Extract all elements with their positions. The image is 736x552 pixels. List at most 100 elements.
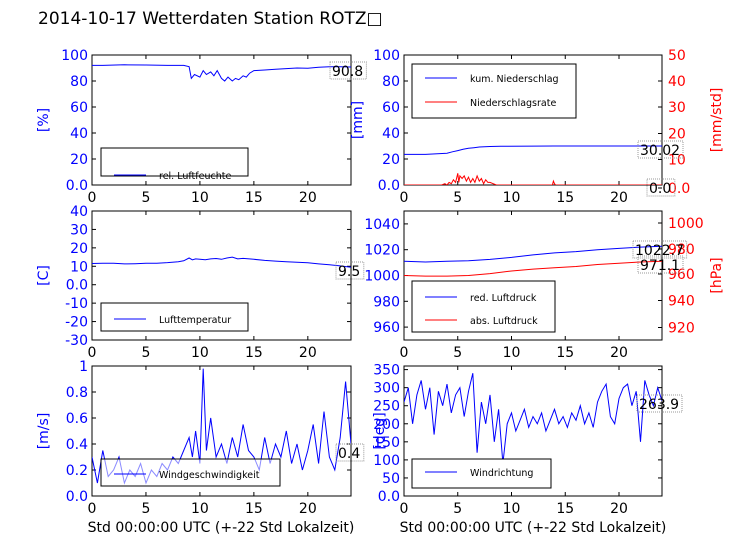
x-tick-label: 20 xyxy=(610,190,628,206)
y-right-tick-label: 10 xyxy=(668,153,686,169)
x-tick-label: 0 xyxy=(88,345,97,361)
x-tick-label: 5 xyxy=(453,501,462,517)
x-tick-label: 15 xyxy=(556,501,574,517)
x-tick-label: 15 xyxy=(556,345,574,361)
y-right-tick-label: 40 xyxy=(668,74,686,90)
x-tick-label: 5 xyxy=(141,501,150,517)
last-value-annotation: 90.8 xyxy=(332,64,363,80)
y-tick-label: 1040 xyxy=(364,217,400,233)
x-tick-label: 20 xyxy=(299,345,317,361)
y-right-axis-label: [hPa] xyxy=(709,257,725,293)
legend-box xyxy=(100,458,281,487)
plot-frame xyxy=(91,54,352,186)
y-tick-label: -20 xyxy=(65,315,88,331)
series-line-red-luftdruck xyxy=(404,245,662,263)
x-axis-label-right: Std 00:00:00 UTC (+-22 Std Lokalzeit) xyxy=(400,520,667,536)
y-tick-label: 0.4 xyxy=(66,437,88,453)
last-value-box xyxy=(335,261,365,280)
y-tick-label: 960 xyxy=(373,320,400,336)
y-tick-label: 0.0 xyxy=(66,278,88,294)
x-tick-label: 10 xyxy=(191,345,209,361)
y-tick-label: -10 xyxy=(65,296,88,312)
series-line-abs-luftdruck xyxy=(404,260,662,277)
y-tick-label: 300 xyxy=(373,381,400,397)
y-tick-label: 0.2 xyxy=(66,463,88,479)
y-tick-label: 80 xyxy=(70,74,88,90)
series-line-kum-niederschlag xyxy=(404,145,662,155)
last-value-annotation: 971.1 xyxy=(640,258,680,274)
y-tick-label: 0.8 xyxy=(66,385,88,401)
x-tick-label: 15 xyxy=(556,190,574,206)
legend-label: Lufttemperatur xyxy=(159,315,231,326)
plot-frame xyxy=(91,365,352,497)
x-tick-label: 10 xyxy=(503,190,521,206)
series-line-rel-luftfeuchte xyxy=(92,64,351,82)
series-line-niederschlagsrate xyxy=(404,173,662,185)
last-value-annotation: 0.4 xyxy=(338,446,360,462)
legend-box xyxy=(411,63,577,119)
y-right-tick-label: 980 xyxy=(668,242,695,258)
x-tick-label: 10 xyxy=(503,501,521,517)
series-line-windrichtung xyxy=(404,373,662,464)
plot-frame xyxy=(403,365,663,497)
y-axis-label: [m/s] xyxy=(36,413,52,450)
y-tick-label: 20 xyxy=(382,152,400,168)
legend-label: red. Luftdruck xyxy=(470,293,537,304)
y-tick-label: 40 xyxy=(70,126,88,142)
y-tick-label: 0.0 xyxy=(66,178,88,194)
y-tick-label: 60 xyxy=(70,100,88,116)
x-tick-label: 5 xyxy=(453,190,462,206)
y-right-tick-label: 20 xyxy=(668,127,686,143)
x-tick-label: 0 xyxy=(400,501,409,517)
x-tick-label: 20 xyxy=(299,190,317,206)
y-axis-label: [mm] xyxy=(350,101,366,139)
y-tick-label: 100 xyxy=(373,48,400,64)
last-value-box xyxy=(637,255,684,274)
x-tick-label: 10 xyxy=(503,345,521,361)
y-tick-label: 40 xyxy=(382,126,400,142)
last-value-box xyxy=(637,140,684,159)
y-tick-label: 0.6 xyxy=(66,411,88,427)
y-tick-label: 200 xyxy=(373,417,400,433)
figure-title: 2014-10-17 Wetterdaten Station ROTZ□ xyxy=(38,9,383,29)
y-tick-label: 350 xyxy=(373,363,400,379)
last-value-box xyxy=(646,178,676,197)
y-tick-label: -30 xyxy=(65,333,88,349)
legend-box xyxy=(100,302,249,332)
x-tick-label: 15 xyxy=(245,190,263,206)
y-tick-label: 80 xyxy=(382,74,400,90)
y-right-tick-label: 0.0 xyxy=(668,181,690,197)
subplot-5: 0 5 10 15 20 0.0 0.2 0.4 0.6 0.8 1 [m/s] Windgeschwi… xyxy=(36,359,365,517)
y-axis-label: [C] xyxy=(36,265,52,286)
y-tick-label: 150 xyxy=(373,435,400,451)
last-value-box xyxy=(636,394,683,413)
y-tick-label: 10 xyxy=(70,259,88,275)
y-right-tick-label: 920 xyxy=(668,321,695,337)
last-value-annotation: 0.0 xyxy=(649,181,671,197)
x-tick-label: 10 xyxy=(191,190,209,206)
series-line-lufttemperatur xyxy=(92,256,351,268)
x-tick-label: 5 xyxy=(453,345,462,361)
y-right-tick-label: 960 xyxy=(668,267,695,283)
x-tick-label: 20 xyxy=(610,501,628,517)
x-tick-label: 0 xyxy=(400,345,409,361)
x-tick-label: 15 xyxy=(245,345,263,361)
legend-label: abs. Luftdruck xyxy=(470,316,538,327)
y-tick-label: 250 xyxy=(373,399,400,415)
subplot-4: 0 5 10 15 2096098010001020104092094096098010… xyxy=(364,210,725,361)
y-tick-label: 0.0 xyxy=(66,489,88,505)
last-value-annotation: 263.9 xyxy=(639,397,679,413)
y-right-tick-label: 1000 xyxy=(668,216,704,232)
x-tick-label: 20 xyxy=(299,501,317,517)
subplot-1: 0 5 10 15 20 0.0 20 40 60 80 100 [%] rel. Luftfeucht… xyxy=(36,48,367,206)
y-tick-label: 50 xyxy=(382,471,400,487)
last-value-box xyxy=(329,61,367,80)
y-right-axis-label: [mm/std] xyxy=(709,88,725,153)
x-tick-label: 0 xyxy=(88,501,97,517)
plot-frame xyxy=(91,210,352,341)
last-value-box xyxy=(632,240,688,259)
legend-box xyxy=(411,280,556,333)
y-tick-label: 60 xyxy=(382,100,400,116)
legend-box xyxy=(100,147,249,177)
